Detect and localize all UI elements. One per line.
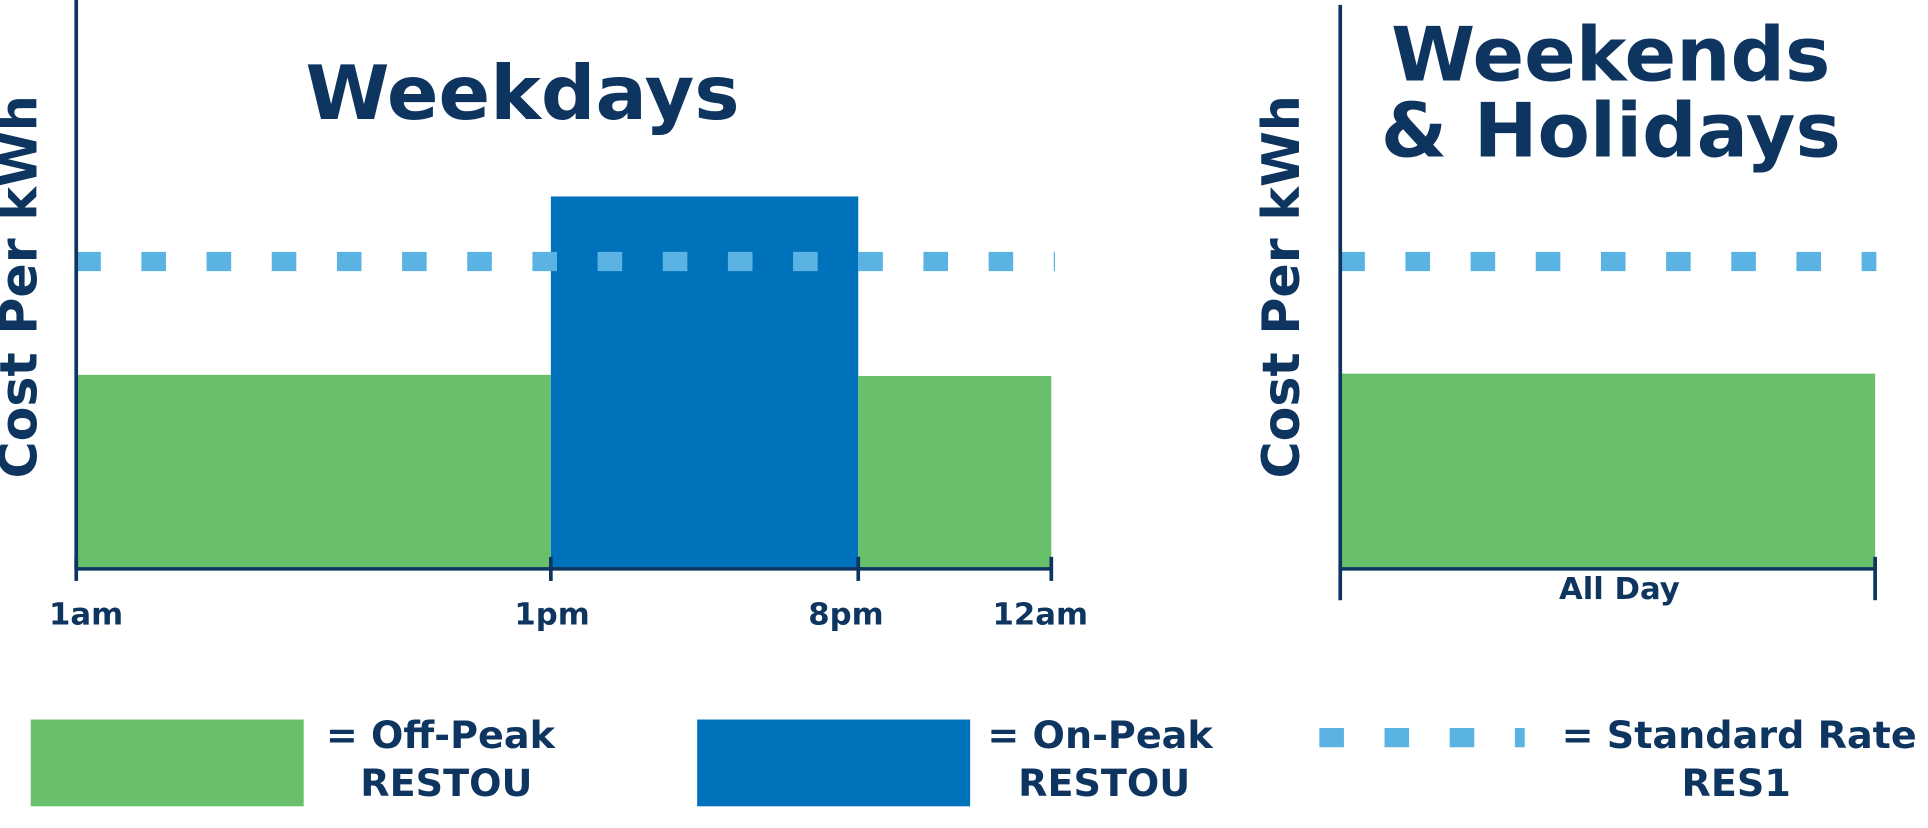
- panel-title: Weekdays: [306, 50, 740, 137]
- legend-label: RES1: [1682, 762, 1791, 806]
- legend: = Off-Peak RESTOU = On-Peak RESTOU = Sta…: [30, 713, 1917, 807]
- panel-title: & Holidays: [1381, 87, 1841, 174]
- legend-swatch: [30, 719, 304, 807]
- legend-label: = Off-Peak: [326, 713, 556, 757]
- legend-label: = Standard Rate: [1562, 713, 1917, 757]
- legend-swatch: [697, 719, 971, 807]
- legend-label: = On-Peak: [987, 713, 1213, 757]
- weekdays-panel: Weekdays Cost Per kWh 1am 1pm 8pm 12am: [0, 0, 1088, 632]
- x-tick-label: 1am: [49, 598, 123, 633]
- y-axis-label: Cost Per kWh: [0, 95, 49, 478]
- off-peak-block: [76, 374, 551, 569]
- panel-title: Weekends: [1391, 11, 1830, 98]
- x-tick-label: 8pm: [808, 598, 883, 633]
- x-tick-label: 12am: [992, 598, 1088, 633]
- legend-label: RESTOU: [1018, 762, 1190, 806]
- x-label: All Day: [1559, 572, 1680, 607]
- off-peak-block: [858, 376, 1052, 569]
- off-peak-block: [1340, 373, 1876, 569]
- legend-label: RESTOU: [360, 762, 532, 806]
- y-axis-label: Cost Per kWh: [1253, 95, 1313, 478]
- weekends-panel: Weekends & Holidays Cost Per kWh All Day: [1253, 4, 1877, 607]
- x-tick-label: 1pm: [514, 598, 589, 633]
